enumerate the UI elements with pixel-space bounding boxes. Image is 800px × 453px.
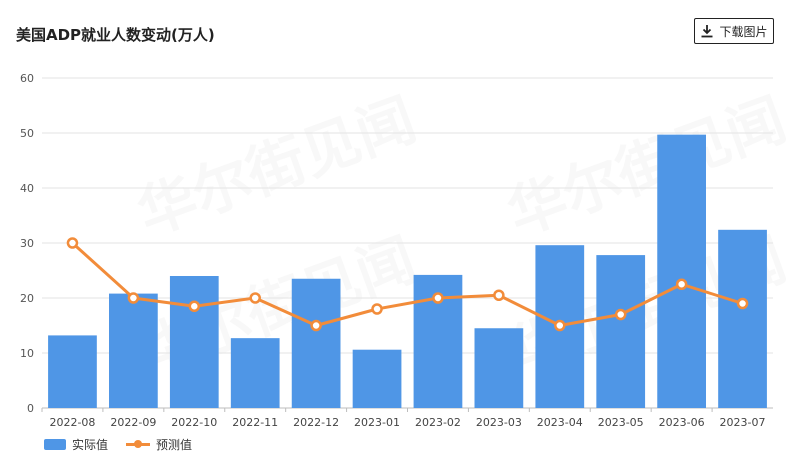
bar: [109, 293, 158, 408]
x-tick-label: 2023-02: [415, 416, 461, 429]
y-tick-label: 20: [20, 292, 34, 305]
x-tick-label: 2023-03: [476, 416, 522, 429]
download-image-label: 下载图片: [719, 24, 768, 39]
forecast-point: [736, 297, 749, 310]
y-tick-label: 30: [20, 237, 34, 250]
x-tick-label: 2023-07: [720, 416, 766, 429]
download-icon: [701, 25, 713, 38]
forecast-line: [71, 241, 743, 327]
chart-legend: 实际值 预测值: [44, 436, 192, 452]
bar: [291, 278, 341, 408]
x-tick-label: 2023-06: [659, 416, 705, 429]
forecast-point: [188, 300, 201, 312]
bar: [474, 328, 524, 408]
bar: [230, 338, 280, 408]
y-tick-label: 0: [27, 402, 34, 415]
bar: [352, 349, 402, 408]
x-tick-label: 2022-12: [293, 416, 339, 429]
chart-title: 美国ADP就业人数变动(万人): [16, 26, 215, 44]
x-tick-label: 2022-09: [110, 416, 156, 429]
forecast-point: [614, 308, 627, 321]
chart-area: 0 10 20 30 40 50 60 2022-08 2022-09 2022-10 2022-1…: [20, 72, 773, 429]
legend-item-forecast[interactable]: 预测值: [126, 436, 192, 453]
bar: [48, 335, 97, 408]
forecast-point: [249, 292, 261, 304]
forecast-point: [432, 292, 444, 304]
forecast-point: [127, 292, 140, 304]
forecast-point: [66, 237, 79, 249]
x-tick-label: 2023-05: [598, 416, 644, 429]
x-tick-label: 2022-10: [171, 416, 217, 429]
forecast-point: [371, 303, 383, 315]
download-image-button[interactable]: 下载图片: [694, 18, 774, 44]
x-tick-label: 2022-08: [49, 416, 95, 429]
bar: [657, 134, 706, 408]
bar: [169, 276, 219, 408]
forecast-point: [493, 289, 505, 301]
bar: [718, 229, 767, 408]
legend-label-forecast: 预测值: [156, 437, 193, 452]
x-tick-label: 2023-01: [354, 416, 400, 429]
legend-label-actual: 实际值: [72, 437, 109, 452]
x-tick-label: 2023-04: [537, 416, 583, 429]
y-tick-label: 50: [20, 127, 34, 140]
x-tick-label: 2022-11: [232, 416, 278, 429]
forecast-point: [675, 278, 688, 290]
legend-item-actual[interactable]: 实际值: [44, 436, 108, 453]
legend-swatch-forecast: [126, 439, 151, 450]
y-tick-label: 60: [20, 72, 34, 85]
y-tick-label: 10: [20, 347, 34, 360]
bar: [596, 255, 646, 408]
forecast-point: [310, 319, 322, 332]
forecast-point: [554, 319, 566, 332]
legend-swatch-actual: [44, 438, 66, 450]
y-tick-label: 40: [20, 182, 34, 195]
